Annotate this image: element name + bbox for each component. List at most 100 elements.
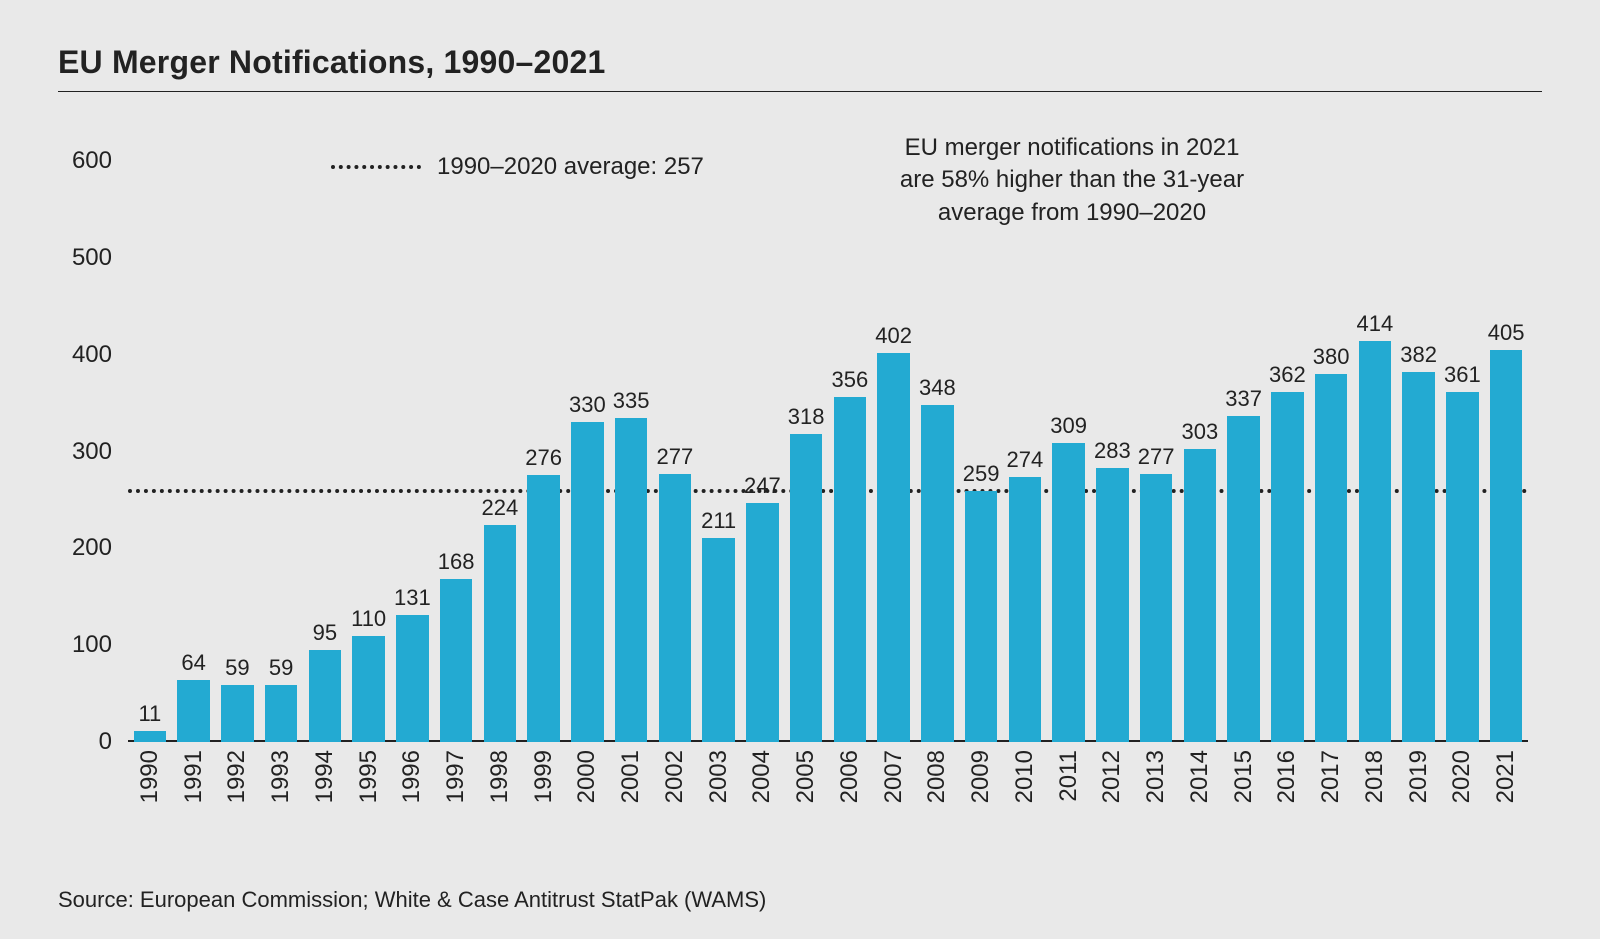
bar-value-label: 131 (394, 585, 431, 611)
x-tick-label: 2017 (1317, 742, 1345, 803)
legend-average: 1990–2020 average: 257 (331, 153, 704, 181)
bar-value-label: 303 (1182, 419, 1219, 445)
x-tick-label: 2012 (1098, 742, 1126, 803)
bar-slot: 2472004 (741, 132, 785, 742)
bar-value-label: 402 (875, 323, 912, 349)
bar-slot: 2772002 (653, 132, 697, 742)
x-tick-label: 2014 (1186, 742, 1214, 803)
y-tick-label: 0 (99, 728, 128, 756)
bar-slot: 4052021 (1484, 132, 1528, 742)
bar-value-label: 380 (1313, 344, 1350, 370)
bar-value-label: 356 (832, 367, 869, 393)
x-tick-label: 2019 (1405, 742, 1433, 803)
bar-value-label: 277 (1138, 444, 1175, 470)
bar-value-label: 414 (1357, 311, 1394, 337)
bar-value-label: 382 (1400, 342, 1437, 368)
bar (527, 475, 559, 742)
bar-value-label: 274 (1007, 447, 1044, 473)
bar-value-label: 64 (181, 650, 205, 676)
bar-value-label: 362 (1269, 362, 1306, 388)
bar (1490, 350, 1522, 742)
x-tick-label: 1991 (180, 742, 208, 803)
bar-slot: 591992 (216, 132, 260, 742)
bar (396, 615, 428, 742)
x-tick-label: 2010 (1011, 742, 1039, 803)
y-tick-label: 100 (72, 631, 128, 659)
bar (1140, 474, 1172, 742)
x-tick-label: 2009 (967, 742, 995, 803)
bar-slot: 1101995 (347, 132, 391, 742)
x-tick-label: 1990 (136, 742, 164, 803)
bar-value-label: 277 (657, 444, 694, 470)
bar-slot: 4142018 (1353, 132, 1397, 742)
bar (1402, 372, 1434, 742)
bar-slot: 2761999 (522, 132, 566, 742)
bar-value-label: 247 (744, 473, 781, 499)
bar-value-label: 276 (525, 445, 562, 471)
bar-slot: 1311996 (391, 132, 435, 742)
bar-value-label: 168 (438, 549, 475, 575)
bar-slot: 3302000 (566, 132, 610, 742)
x-tick-label: 2000 (573, 742, 601, 803)
bar (265, 685, 297, 742)
legend-label: 1990–2020 average: 257 (437, 153, 704, 181)
bar-value-label: 318 (788, 404, 825, 430)
bar-value-label: 59 (269, 655, 293, 681)
bar-value-label: 259 (963, 461, 1000, 487)
bar (615, 418, 647, 742)
x-tick-label: 2016 (1273, 742, 1301, 803)
bar-slot: 1681997 (434, 132, 478, 742)
x-tick-label: 2006 (836, 742, 864, 803)
bar (309, 650, 341, 742)
page: EU Merger Notifications, 1990–2021 0 100 2… (0, 0, 1600, 939)
bar-slot: 3182005 (784, 132, 828, 742)
bar (702, 538, 734, 742)
bar (1009, 477, 1041, 742)
y-tick-label: 300 (72, 438, 128, 466)
x-tick-label: 1998 (486, 742, 514, 803)
x-tick-label: 2001 (617, 742, 645, 803)
bar-value-label: 95 (313, 620, 337, 646)
bar-value-label: 337 (1225, 386, 1262, 412)
bar-value-label: 283 (1094, 438, 1131, 464)
bar (1052, 443, 1084, 742)
x-tick-label: 1999 (530, 742, 558, 803)
x-tick-label: 2011 (1055, 742, 1083, 802)
x-tick-label: 2021 (1492, 742, 1520, 803)
x-tick-label: 1994 (311, 742, 339, 803)
bar (1446, 392, 1478, 742)
x-tick-label: 2005 (792, 742, 820, 803)
chart-title: EU Merger Notifications, 1990–2021 (58, 44, 1542, 81)
bar (790, 434, 822, 742)
bar-value-label: 224 (482, 495, 519, 521)
bar-slot: 641991 (172, 132, 216, 742)
bar (746, 503, 778, 742)
bar-value-label: 309 (1050, 413, 1087, 439)
bar-value-label: 361 (1444, 362, 1481, 388)
bar (877, 353, 909, 742)
bar (134, 731, 166, 742)
bar-slot: 591993 (259, 132, 303, 742)
x-tick-label: 1997 (442, 742, 470, 803)
bar (571, 422, 603, 742)
title-rule (58, 91, 1542, 92)
bar-slot: 2112003 (697, 132, 741, 742)
bar (659, 474, 691, 742)
x-tick-label: 2013 (1142, 742, 1170, 803)
bar (440, 579, 472, 742)
bar (1315, 374, 1347, 742)
x-tick-label: 2008 (923, 742, 951, 803)
bar-slot: 3802017 (1309, 132, 1353, 742)
bar (1184, 449, 1216, 742)
bar-slot: 3822019 (1397, 132, 1441, 742)
x-tick-label: 2007 (880, 742, 908, 803)
x-tick-label: 2003 (705, 742, 733, 803)
legend-swatch-dotted (331, 165, 421, 169)
bar-slot: 3612020 (1441, 132, 1485, 742)
bar-value-label: 11 (138, 701, 161, 727)
bar-slot: 951994 (303, 132, 347, 742)
bar (177, 680, 209, 742)
bar (1271, 392, 1303, 743)
bar (834, 397, 866, 742)
y-tick-label: 600 (72, 147, 128, 175)
